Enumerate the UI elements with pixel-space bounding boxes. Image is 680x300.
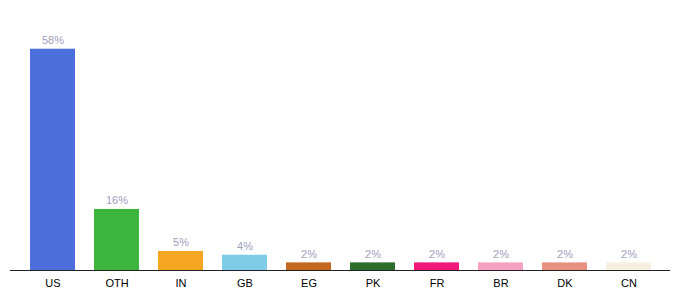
svg-text:2%: 2% (365, 248, 381, 260)
svg-text:2%: 2% (429, 248, 445, 260)
svg-text:PK: PK (366, 277, 381, 289)
svg-text:FR: FR (430, 277, 445, 289)
svg-text:2%: 2% (621, 248, 637, 260)
svg-text:2%: 2% (493, 248, 509, 260)
svg-text:2%: 2% (301, 248, 317, 260)
svg-text:4%: 4% (237, 240, 253, 252)
svg-text:EG: EG (301, 277, 317, 289)
svg-text:BR: BR (493, 277, 508, 289)
svg-text:OTH: OTH (105, 277, 128, 289)
svg-text:IN: IN (176, 277, 187, 289)
svg-text:58%: 58% (42, 34, 64, 46)
svg-text:2%: 2% (557, 248, 573, 260)
svg-text:DK: DK (557, 277, 573, 289)
svg-text:GB: GB (237, 277, 253, 289)
svg-text:5%: 5% (173, 236, 189, 248)
svg-text:CN: CN (621, 277, 637, 289)
svg-text:US: US (45, 277, 60, 289)
svg-text:16%: 16% (106, 194, 128, 206)
